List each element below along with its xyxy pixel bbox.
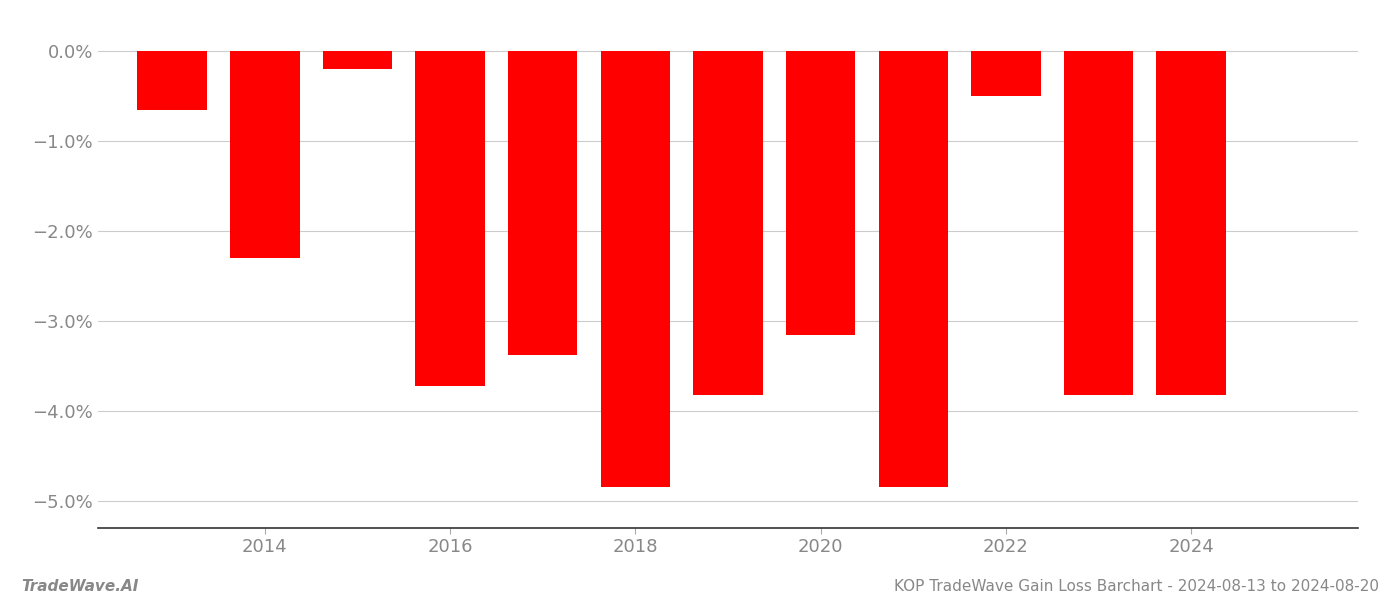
Text: KOP TradeWave Gain Loss Barchart - 2024-08-13 to 2024-08-20: KOP TradeWave Gain Loss Barchart - 2024-… xyxy=(895,579,1379,594)
Bar xyxy=(416,51,484,386)
Bar xyxy=(322,51,392,69)
Bar xyxy=(785,51,855,335)
Bar xyxy=(508,51,577,355)
Bar xyxy=(1156,51,1226,395)
Bar xyxy=(693,51,763,395)
Bar xyxy=(879,51,948,487)
Text: TradeWave.AI: TradeWave.AI xyxy=(21,579,139,594)
Bar xyxy=(601,51,671,487)
Bar xyxy=(137,51,207,109)
Bar xyxy=(1064,51,1134,395)
Bar xyxy=(972,51,1040,96)
Bar xyxy=(230,51,300,258)
